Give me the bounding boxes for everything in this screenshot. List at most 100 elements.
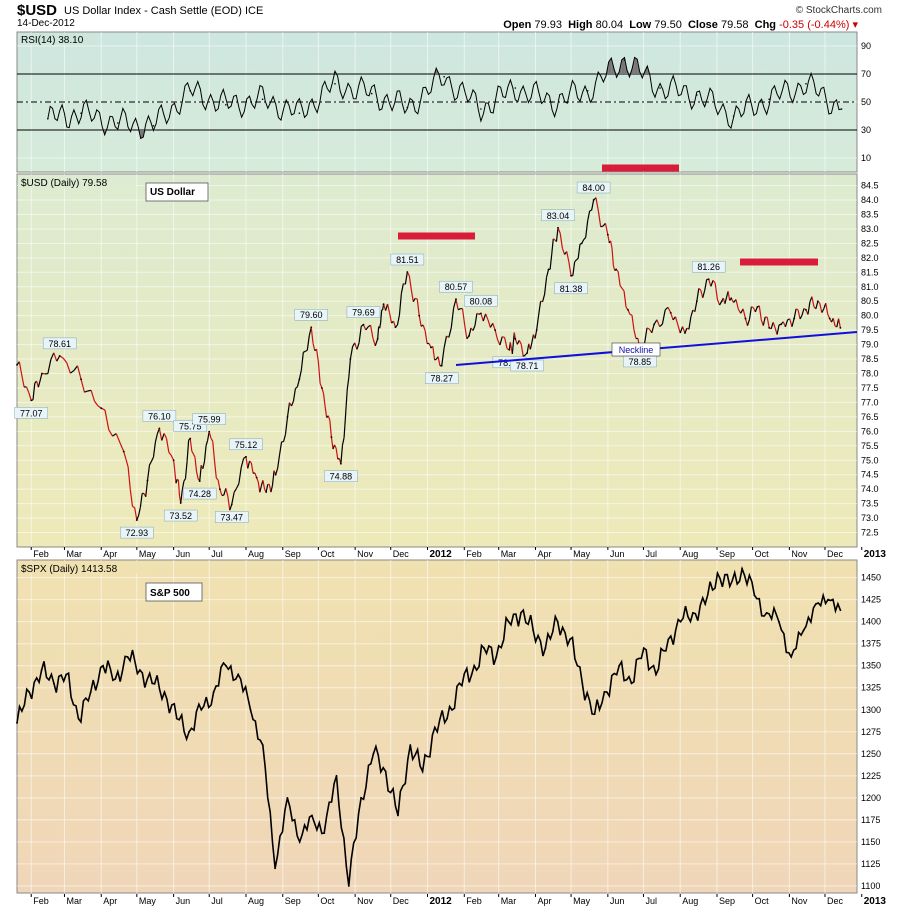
usd-segment [369,325,374,339]
usd-segment [134,507,138,521]
spx-point [630,682,633,685]
usd-point [606,233,609,236]
usd-segment [372,338,376,346]
usd-annotation-bg [541,209,575,222]
rsi-tick-label: 50 [861,97,871,107]
usd-segment [298,370,302,380]
spx-title: $SPX (Daily) 1413.58 [21,564,118,575]
spx-point [175,717,178,720]
x-tick-label: Dec [827,896,844,906]
x-tick-label: Jul [645,896,657,906]
spx-point [261,744,264,746]
usd-segment [682,326,686,334]
usd-segment [789,318,793,327]
usd-tick-label: 74.5 [861,470,879,480]
x-tick-label: Dec [393,896,410,906]
spx-point [765,611,768,614]
neckline-label: Neckline [619,345,654,355]
spx-point [16,722,18,724]
usd-segment [807,301,811,315]
usd-segment [410,289,414,302]
usd-segment [191,450,194,455]
usd-point [695,300,698,303]
usd-annotation: 80.57 [445,282,468,292]
spx-point [28,691,31,694]
usd-segment [607,234,610,243]
usd-segment [184,461,188,479]
rsi-point [189,90,192,92]
usd-segment [275,468,279,475]
usd-segment [300,352,304,371]
chart-date: 14-Dec-2012 [17,18,75,29]
usd-segment [480,313,484,322]
usd-segment [415,297,418,300]
usd-segment [189,438,193,452]
spx-point [163,691,166,694]
spx-point [814,603,817,605]
low-label: Low [629,19,652,31]
usd-segment [589,209,592,212]
usd-annotation-bg [464,295,498,307]
usd-annotation-bg [346,306,381,318]
spx-point [40,669,43,672]
usd-segment [286,402,291,417]
usd-segment [664,306,669,311]
usd-point [382,303,385,306]
usd-segment [735,299,739,310]
usd-segment [770,322,774,329]
usd-segment [791,318,795,327]
spx-tick-label: 1100 [861,881,880,891]
spx-point [532,629,535,632]
usd-segment [343,413,347,438]
x-tick-label: Oct [755,896,770,906]
rsi-point [514,87,517,89]
usd-point [828,317,831,320]
usd-segment [832,318,836,327]
usd-annotation-bg [14,407,48,419]
usd-point [756,306,759,308]
usd-segment [443,335,448,348]
usd-annotation-bg [163,509,198,522]
spx-point [397,814,399,817]
spx-point [556,620,559,623]
usd-segment [585,220,589,238]
spx-point [618,664,621,667]
usd-segment [168,451,172,456]
usd-segment [631,314,635,330]
usd-tick-label: 80.0 [861,311,879,321]
usd-tick-label: 76.5 [861,412,879,422]
usd-segment [574,259,577,263]
usd-point [684,332,686,334]
usd-segment [751,306,754,309]
usd-annotation: 75.99 [198,415,221,425]
usd-segment [76,365,82,380]
usd-segment [62,357,68,364]
usd-segment [670,312,674,321]
usd-segment [341,437,345,446]
usd-segment [633,329,637,339]
spx-point [225,664,227,667]
usd-segment [604,223,609,235]
usd-tick-label: 84.5 [861,181,879,191]
usd-point [514,337,517,340]
spx-tick-label: 1250 [861,749,881,759]
spx-point [495,656,498,658]
usd-segment [748,306,752,320]
usd-segment [270,485,274,493]
usd-segment [138,507,141,516]
watermark: © StockCharts.com [795,5,882,16]
usd-annotation: 78.82 [498,358,521,368]
usd-segment [441,347,445,366]
usd-segment [492,323,496,331]
usd-segment [418,315,422,327]
usd-segment [223,488,227,496]
usd-segment [180,489,183,504]
usd-segment [225,488,229,497]
usd-point [30,399,33,402]
usd-point [394,326,397,329]
usd-segment [292,388,297,402]
x-tick-label: Jun [176,896,191,906]
usd-segment [815,301,819,310]
usd-segment [742,308,747,319]
rsi-point [768,98,771,100]
